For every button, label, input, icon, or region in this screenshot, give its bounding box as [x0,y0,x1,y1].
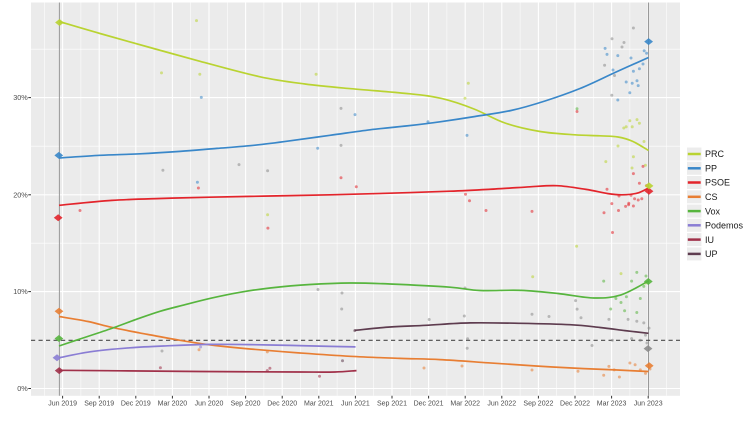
svg-text:Jun 2021: Jun 2021 [341,400,370,407]
svg-text:PP: PP [705,164,717,174]
svg-text:CS: CS [705,192,718,202]
svg-text:Jun 2019: Jun 2019 [48,400,77,407]
svg-text:UP: UP [705,249,718,259]
svg-text:Jun 2022: Jun 2022 [487,400,516,407]
svg-text:Sep 2022: Sep 2022 [523,400,553,407]
svg-text:Sep 2019: Sep 2019 [84,400,114,407]
svg-text:Dec 2022: Dec 2022 [560,400,590,407]
svg-text:IU: IU [705,235,714,245]
svg-text:Mar 2021: Mar 2021 [304,400,334,407]
svg-text:10%: 10% [13,287,28,296]
svg-text:Vox: Vox [705,206,721,216]
svg-text:Podemos: Podemos [705,221,744,231]
svg-text:Mar 2022: Mar 2022 [450,400,480,407]
svg-text:Mar 2023: Mar 2023 [597,400,627,407]
svg-text:Dec 2021: Dec 2021 [414,400,444,407]
svg-text:PRC: PRC [705,149,725,159]
svg-text:Sep 2020: Sep 2020 [231,400,261,407]
svg-text:0%: 0% [17,384,28,393]
svg-text:Dec 2019: Dec 2019 [121,400,151,407]
svg-text:20%: 20% [13,190,28,199]
svg-text:Sep 2021: Sep 2021 [377,400,407,407]
svg-text:Jun 2023: Jun 2023 [634,400,663,407]
svg-text:PSOE: PSOE [705,178,730,188]
svg-text:Mar 2020: Mar 2020 [158,400,188,407]
svg-text:Jun 2020: Jun 2020 [195,400,224,407]
svg-text:Dec 2020: Dec 2020 [267,400,297,407]
svg-text:30%: 30% [13,93,28,102]
